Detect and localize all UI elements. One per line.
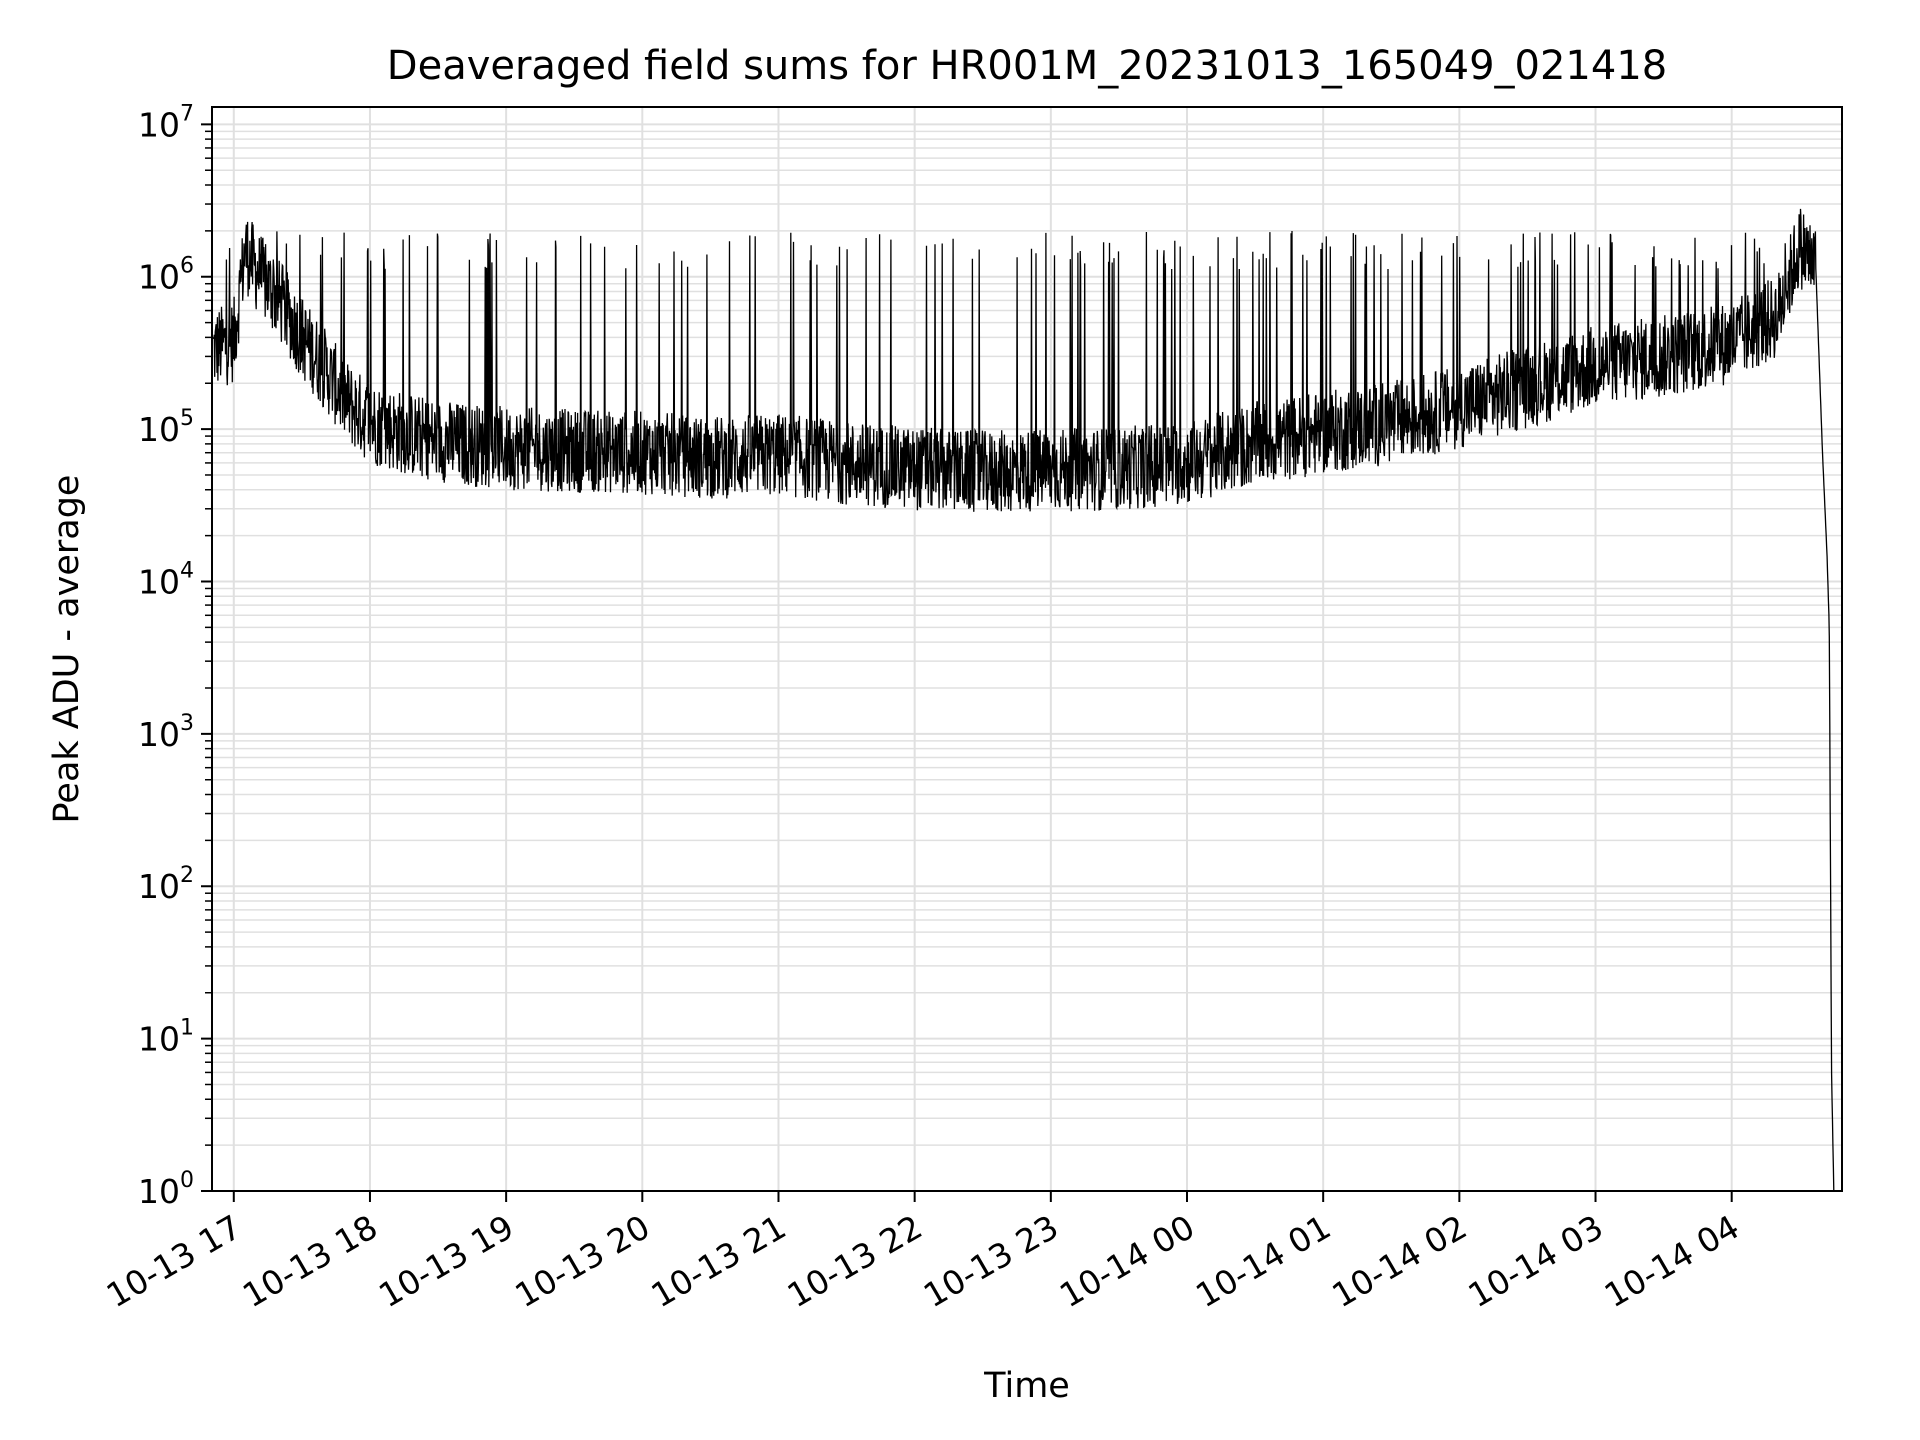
y-tick-label: 100 (138, 1168, 194, 1211)
y-tick-label: 104 (138, 558, 194, 601)
x-tick-label: 10-14 04 (1598, 1207, 1746, 1315)
x-tick-label: 10-13 17 (100, 1207, 248, 1315)
x-tick-label: 10-13 22 (781, 1207, 929, 1315)
plot-area (212, 208, 1837, 1192)
y-tick-label: 105 (138, 406, 194, 449)
x-tick-label: 10-13 23 (917, 1207, 1065, 1315)
x-tick-label: 10-13 19 (372, 1207, 520, 1315)
y-tick-label: 106 (138, 254, 194, 297)
x-tick-label: 10-14 03 (1462, 1207, 1610, 1315)
plot-frame (211, 106, 1843, 1192)
chart-title: Deaveraged field sums for HR001M_2023101… (387, 43, 1667, 89)
grid (212, 107, 1842, 1192)
x-tick-label: 10-13 18 (236, 1207, 384, 1315)
y-tick-label: 103 (138, 711, 194, 754)
x-tick-label: 10-14 02 (1325, 1207, 1473, 1315)
y-axis: 100 101 102 103 104 105 106 107 (138, 101, 212, 1211)
series-line (212, 208, 1837, 1192)
y-tick-label: 107 (138, 101, 194, 144)
x-tick-label: 10-13 20 (508, 1207, 656, 1315)
y-tick-label: 101 (138, 1016, 194, 1059)
x-tick-label: 10-14 01 (1189, 1207, 1337, 1315)
x-tick-label: 10-13 21 (644, 1207, 792, 1315)
y-axis-label: Peak ADU - average (47, 475, 87, 824)
x-axis-label: Time (983, 1366, 1070, 1406)
y-tick-label: 102 (138, 863, 194, 906)
x-tick-label: 10-14 00 (1053, 1207, 1201, 1315)
